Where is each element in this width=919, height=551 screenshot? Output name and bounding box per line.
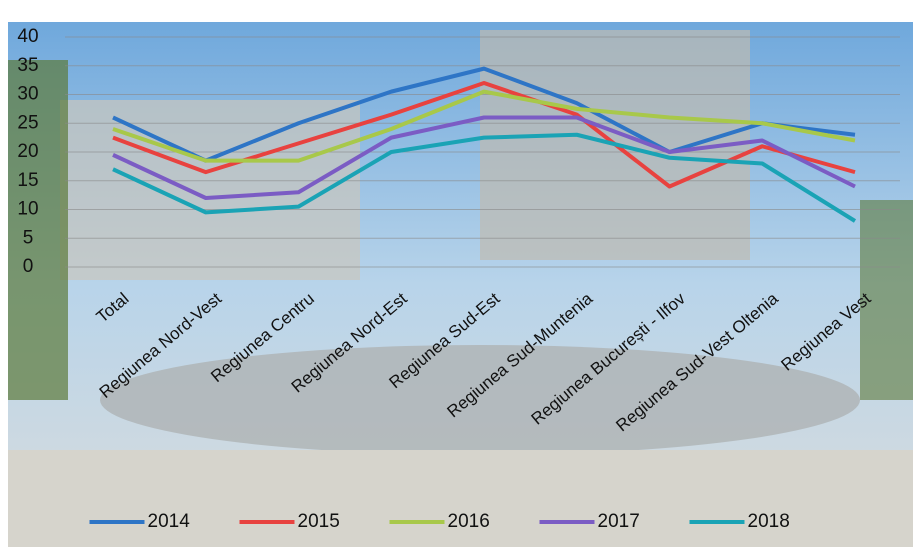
legend-label: 2016: [448, 511, 490, 532]
legend-label: 2015: [298, 511, 340, 532]
y-tick-label: 15: [17, 170, 38, 191]
y-tick-label: 10: [17, 199, 38, 220]
y-tick-label: 20: [17, 141, 38, 162]
y-tick-label: 25: [17, 112, 38, 133]
chart: 0510152025303540TotalRegiunea Nord-VestR…: [0, 0, 919, 551]
y-tick-label: 0: [23, 256, 34, 277]
y-tick-label: 40: [17, 26, 38, 47]
tree: [8, 60, 68, 400]
y-tick-label: 30: [17, 84, 38, 105]
ground: [8, 450, 913, 547]
building: [60, 100, 360, 280]
legend-label: 2018: [748, 511, 790, 532]
legend-label: 2017: [598, 511, 640, 532]
y-tick-label: 35: [17, 55, 38, 76]
y-tick-label: 5: [23, 227, 34, 248]
legend-label: 2014: [148, 511, 191, 532]
